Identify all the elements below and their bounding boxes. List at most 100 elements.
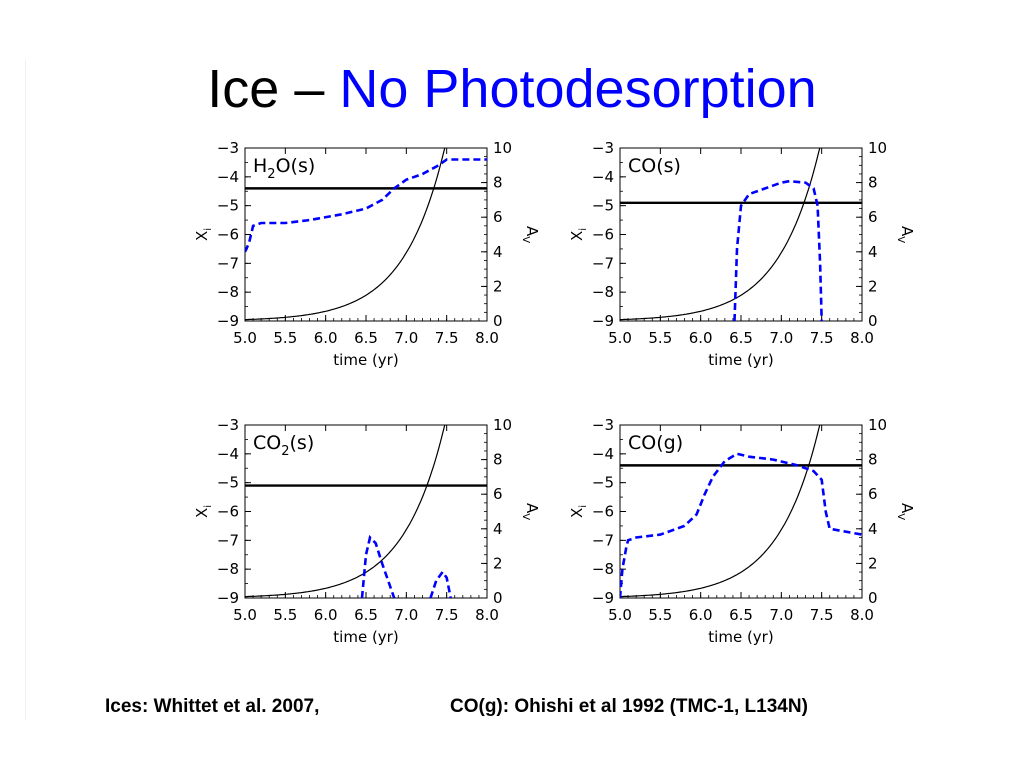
x-tick-label: 6.5 (354, 606, 378, 624)
y-right-tick-label: 0 (868, 312, 878, 330)
x-tick-label: 7.5 (435, 329, 459, 347)
y-right-tick-label: 4 (868, 520, 878, 538)
y-right-tick-label: 2 (493, 277, 503, 295)
y-right-tick-label: 2 (493, 554, 503, 572)
x-tick-label: 6.5 (729, 329, 753, 347)
y-left-axis-text: Xi (193, 505, 214, 518)
y-right-tick-label: 10 (493, 139, 512, 157)
x-tick-label: 5.0 (233, 329, 257, 347)
species-label: H2O(s) (253, 155, 315, 182)
y-left-tick-label: −6 (217, 503, 239, 521)
x-tick-label: 7.0 (394, 606, 418, 624)
y-left-axis-sub: i (578, 228, 589, 231)
y-right-tick-label: 4 (493, 243, 503, 261)
y-left-axis-label: Xi (568, 228, 589, 241)
y-right-tick-label: 6 (868, 485, 878, 503)
x-tick-label: 5.5 (273, 329, 297, 347)
chart-h2o-solid: 5.0 5.5 6.0 6.5 7.0 7.5 8.0 time (yr) −3 −4 −5 −6 −7… (193, 138, 541, 378)
y-left-tick-label: −4 (592, 445, 614, 463)
x-tick-label: 6.0 (689, 606, 713, 624)
y-left-tick-label: −5 (217, 197, 239, 215)
y-right-tick-label: 2 (868, 554, 878, 572)
y-right-axis-sub: V (895, 236, 906, 243)
x-tick-label: 5.0 (608, 606, 632, 624)
y-left-tick-label: −7 (592, 254, 614, 272)
y-right-tick-label: 6 (868, 208, 878, 226)
x-axis-label: time (yr) (333, 628, 398, 646)
species-label-suffix: O(s) (276, 155, 316, 177)
y-left-axis-label: Xi (568, 505, 589, 518)
y-right-tick-label: 8 (493, 451, 503, 469)
y-right-tick-label: 0 (493, 589, 503, 607)
y-left-tick-label: −9 (217, 589, 239, 607)
x-axis-label: time (yr) (333, 351, 398, 369)
abundance-dashed-line (429, 569, 452, 598)
x-tick-label: 6.0 (689, 329, 713, 347)
y-right-axis-label: AV (520, 503, 541, 520)
chart-svg: 5.0 5.5 6.0 6.5 7.0 7.5 8.0 time (yr) −3 −4 −5 −6 −7… (193, 139, 541, 369)
y-left-tick-label: −4 (217, 168, 239, 186)
y-right-tick-label: 4 (868, 243, 878, 261)
y-left-tick-label: −6 (592, 503, 614, 521)
y-right-tick-label: 0 (493, 312, 503, 330)
y-left-tick-label: −7 (217, 531, 239, 549)
chart-co-solid: 5.0 5.5 6.0 6.5 7.0 7.5 8.0 time (yr) −3 −4 −5 −6 −7… (568, 138, 916, 378)
slide-title: Ice – No Photodesorption (0, 62, 1024, 116)
y-left-axis-text: Xi (193, 228, 214, 241)
y-right-axis-label: AV (520, 226, 541, 243)
x-tick-label: 7.0 (394, 329, 418, 347)
y-left-tick-label: −4 (217, 445, 239, 463)
x-tick-label: 5.0 (233, 606, 257, 624)
y-left-tick-label: −8 (217, 560, 239, 578)
y-left-tick-label: −3 (217, 416, 239, 434)
y-left-tick-label: −9 (217, 312, 239, 330)
x-tick-label: 5.5 (273, 606, 297, 624)
y-right-axis-sub: V (520, 513, 531, 520)
x-tick-label: 7.5 (810, 329, 834, 347)
y-right-axis-label: AV (895, 226, 916, 243)
y-left-tick-label: −9 (592, 312, 614, 330)
x-tick-label: 5.5 (648, 329, 672, 347)
species-label: CO(s) (628, 155, 681, 177)
chart-svg: 5.0 5.5 6.0 6.5 7.0 7.5 8.0 time (yr) −3 −4 −5 −6 −7… (568, 416, 916, 646)
y-right-tick-label: 10 (493, 416, 512, 434)
y-right-axis-sub: V (520, 236, 531, 243)
y-left-axis-sub: i (203, 505, 214, 508)
y-right-axis-text: AV (895, 226, 916, 243)
y-left-tick-label: −8 (217, 283, 239, 301)
abundance-dashed-line (620, 452, 862, 598)
x-tick-label: 8.0 (850, 606, 874, 624)
x-tick-label: 8.0 (850, 329, 874, 347)
chart-co-gas: 5.0 5.5 6.0 6.5 7.0 7.5 8.0 time (yr) −3 −4 −5 −6 −7… (568, 415, 916, 655)
x-tick-label: 6.5 (354, 329, 378, 347)
av-extinction-line (245, 425, 446, 598)
y-left-axis-text: Xi (568, 505, 589, 518)
y-left-tick-label: −7 (592, 531, 614, 549)
x-tick-label: 7.5 (435, 606, 459, 624)
y-left-axis-sub: i (578, 505, 589, 508)
species-label-sub: 2 (281, 444, 289, 459)
y-right-axis-label: AV (895, 503, 916, 520)
species-label-sub: 2 (267, 167, 275, 182)
abundance-dashed-line (733, 179, 823, 321)
y-left-tick-label: −8 (592, 560, 614, 578)
species-label: CO2(s) (253, 432, 314, 459)
y-right-tick-label: 8 (493, 174, 503, 192)
abundance-dashed-line (245, 158, 487, 253)
x-tick-label: 8.0 (475, 329, 499, 347)
citation-co-gas: CO(g): Ohishi et al 1992 (TMC-1, L134N) (450, 696, 808, 717)
y-left-tick-label: −7 (217, 254, 239, 272)
chart-svg: 5.0 5.5 6.0 6.5 7.0 7.5 8.0 time (yr) −3 −4 −5 −6 −7… (193, 416, 541, 646)
x-axis-label: time (yr) (708, 351, 773, 369)
y-right-tick-label: 4 (493, 520, 503, 538)
y-right-axis-text: AV (520, 503, 541, 520)
abundance-dashed-line (360, 534, 396, 598)
x-tick-label: 7.0 (769, 329, 793, 347)
y-left-tick-label: −9 (592, 589, 614, 607)
y-right-axis-text: AV (520, 226, 541, 243)
chart-co2-solid: 5.0 5.5 6.0 6.5 7.0 7.5 8.0 time (yr) −3 −4 −5 −6 −7… (193, 415, 541, 655)
y-left-axis-label: Xi (193, 505, 214, 518)
y-left-tick-label: −3 (592, 416, 614, 434)
slide-left-rule (25, 60, 26, 720)
y-left-tick-label: −3 (592, 139, 614, 157)
